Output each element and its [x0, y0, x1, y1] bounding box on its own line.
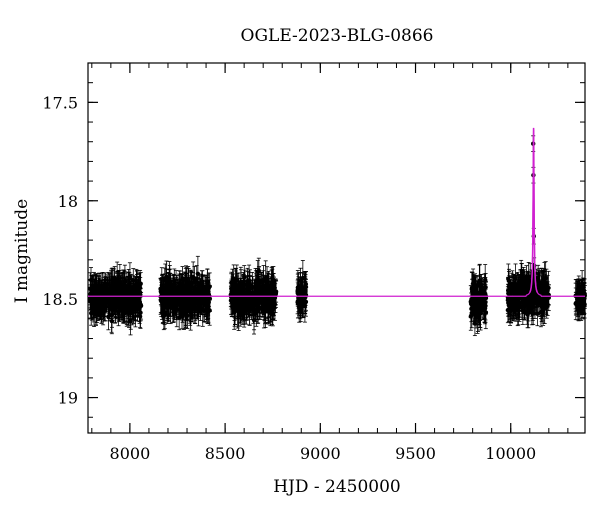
data-point-marker — [109, 318, 115, 324]
minor-ticks — [88, 63, 585, 433]
data-point-marker — [110, 284, 116, 289]
data-point — [122, 297, 127, 319]
data-point — [88, 287, 94, 310]
data-point-marker — [122, 305, 127, 311]
x-axis-label: HJD - 2450000 — [273, 477, 401, 497]
data-point — [100, 296, 106, 326]
y-axis-label: I magnitude — [12, 199, 32, 303]
data-point-marker — [132, 304, 137, 310]
data-point-marker — [136, 289, 141, 294]
x-tick-label: 9000 — [300, 444, 341, 463]
data-point-marker — [137, 306, 142, 311]
data-point-marker — [91, 303, 97, 309]
x-tick-label: 8500 — [205, 444, 246, 463]
data-point-marker — [166, 303, 172, 308]
data-point-marker — [107, 296, 112, 302]
data-point-marker — [196, 304, 202, 309]
data-point-marker — [116, 300, 121, 305]
data-point-marker — [181, 301, 187, 307]
data-point-marker — [184, 282, 189, 287]
data-point-marker — [100, 308, 106, 314]
x-tick-label: 9500 — [395, 444, 436, 463]
data-point — [104, 278, 109, 309]
data-point-marker — [131, 278, 136, 283]
data-point — [93, 302, 99, 325]
data-point-marker — [164, 299, 169, 304]
data-point-marker — [104, 291, 109, 296]
data-point-marker — [94, 286, 99, 292]
x-tick-label: 10000 — [485, 444, 536, 463]
data-point-marker — [93, 311, 99, 316]
data-points — [87, 135, 587, 337]
data-point-marker — [138, 281, 143, 286]
data-point-marker — [185, 298, 190, 303]
data-point-marker — [120, 285, 126, 290]
data-point-marker — [177, 283, 183, 288]
data-point-marker — [121, 310, 127, 315]
y-tick-label: 18 — [58, 192, 78, 211]
data-point-marker — [88, 296, 94, 301]
data-point-marker — [192, 291, 197, 297]
data-point — [136, 280, 141, 303]
data-point-marker — [112, 303, 118, 309]
data-point — [132, 292, 137, 322]
data-point — [110, 275, 116, 298]
y-tick-label: 19 — [58, 389, 78, 408]
data-point-marker — [264, 289, 269, 294]
data-point — [109, 307, 115, 335]
data-point — [116, 284, 121, 321]
x-tick-label: 8000 — [110, 444, 151, 463]
data-point — [118, 278, 123, 311]
major-ticks — [88, 63, 585, 433]
data-point-marker — [179, 289, 185, 294]
data-point-marker — [118, 292, 123, 297]
plot-area: 8000 8500 9000 9500 10000 17.5 18 18.5 19 — [42, 62, 587, 463]
data-point — [120, 269, 126, 306]
data-point-marker — [231, 309, 237, 315]
chart-title: OGLE-2023-BLG-0866 — [241, 26, 434, 46]
data-point — [91, 294, 97, 318]
data-point-marker — [173, 299, 179, 305]
y-tick-label: 18.5 — [42, 290, 78, 309]
data-point — [128, 306, 133, 336]
data-point-marker — [195, 289, 201, 294]
data-point-marker — [124, 296, 129, 301]
data-point-marker — [191, 296, 196, 302]
data-point-marker — [128, 318, 133, 324]
plot-frame — [87, 62, 586, 434]
data-point-marker — [241, 308, 247, 314]
y-tick-label: 17.5 — [42, 93, 78, 112]
